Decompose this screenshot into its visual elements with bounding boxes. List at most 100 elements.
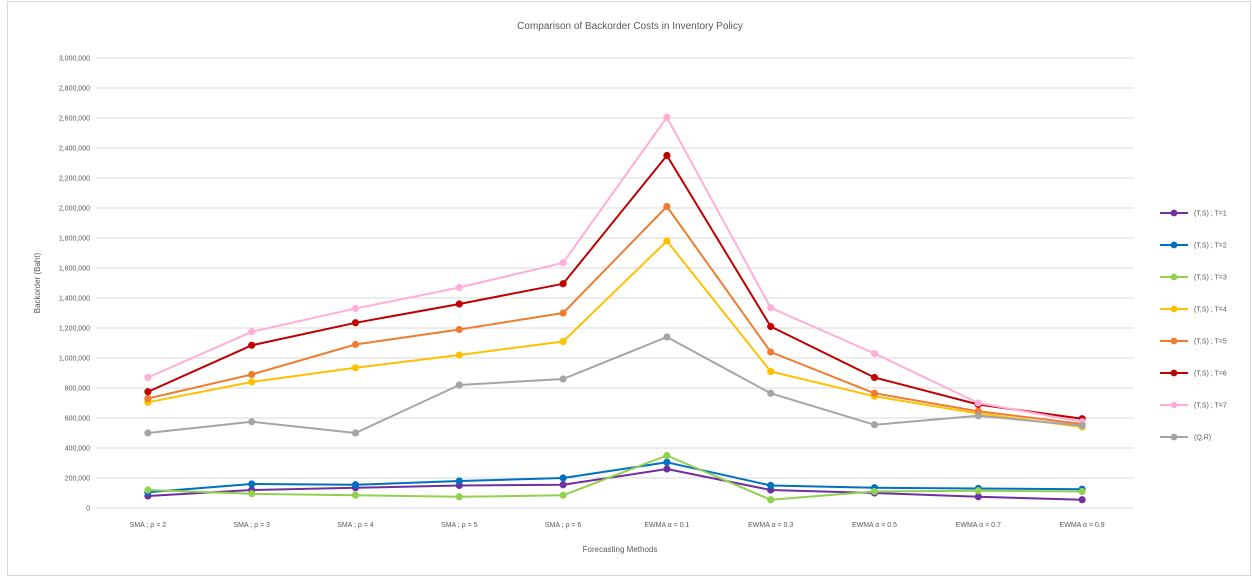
x-tick-label: EWMA α = 0.1 xyxy=(644,522,689,529)
data-point xyxy=(351,304,360,313)
data-point xyxy=(559,491,567,499)
series-path xyxy=(147,116,1083,423)
x-tick-label: EWMA α = 0.3 xyxy=(748,522,793,529)
legend-marker xyxy=(1170,241,1178,249)
legend-entry: (T,S) ; T=6 xyxy=(1160,369,1227,378)
data-point xyxy=(1078,496,1086,504)
series-path xyxy=(147,336,1083,434)
data-point xyxy=(767,481,775,490)
data-point xyxy=(455,325,463,334)
data-point xyxy=(870,349,879,358)
legend-entry: (T,S) ; T=7 xyxy=(1160,401,1227,410)
data-point xyxy=(559,481,567,489)
y-tick-label: 0 xyxy=(86,506,90,513)
series-path xyxy=(147,240,1083,428)
data-point xyxy=(559,375,567,383)
data-point xyxy=(248,418,256,426)
y-tick-label: 2,400,000 xyxy=(59,146,90,153)
data-point xyxy=(663,465,671,473)
data-point xyxy=(974,412,982,420)
legend-marker xyxy=(1170,337,1178,345)
data-point xyxy=(351,340,360,349)
data-point xyxy=(767,348,775,356)
legend-marker xyxy=(1170,401,1178,409)
data-point xyxy=(559,337,567,346)
data-point xyxy=(663,202,671,211)
data-point xyxy=(663,458,671,466)
data-point xyxy=(870,373,879,382)
data-point xyxy=(974,487,982,495)
data-point xyxy=(455,300,463,308)
gridlines xyxy=(96,57,1134,509)
data-point xyxy=(455,381,463,389)
data-point xyxy=(351,429,360,437)
series-line xyxy=(144,151,1086,423)
data-point xyxy=(870,389,879,397)
legend-entry: (T,S) ; T=3 xyxy=(1160,273,1227,282)
series-line xyxy=(144,451,1086,504)
y-tick-label: 1,200,000 xyxy=(59,326,90,333)
y-tick-label: 3,000,000 xyxy=(59,56,90,63)
series-line xyxy=(144,202,1086,428)
y-tick-label: 2,000,000 xyxy=(59,206,90,213)
legend-marker xyxy=(1170,209,1178,217)
series-line xyxy=(144,458,1086,496)
data-point xyxy=(144,486,152,494)
series-path xyxy=(147,454,1083,501)
data-point xyxy=(974,399,982,407)
data-point xyxy=(767,389,775,397)
y-tick-label: 2,800,000 xyxy=(59,86,90,93)
legend-entry: (Q,R) xyxy=(1160,433,1211,442)
data-point xyxy=(248,370,256,379)
y-axis-label: Backorder (Baht) xyxy=(33,252,42,313)
data-point xyxy=(351,491,360,499)
data-point xyxy=(248,341,256,349)
data-point xyxy=(767,496,775,504)
data-point xyxy=(870,487,879,496)
y-tick-label: 1,600,000 xyxy=(59,266,90,273)
series-path xyxy=(147,154,1083,420)
legend-label: (T,S) ; T=4 xyxy=(1194,307,1227,314)
x-tick-label: EWMA α = 0.9 xyxy=(1060,522,1105,529)
data-point xyxy=(455,493,463,501)
legend-entry: (T,S) ; T=2 xyxy=(1160,241,1227,250)
legend-marker xyxy=(1170,305,1178,313)
data-point xyxy=(663,237,671,245)
legend-label: (T,S) ; T=1 xyxy=(1194,211,1227,218)
series-path xyxy=(147,205,1083,425)
series-path xyxy=(147,461,1083,494)
chart-frame xyxy=(7,1,1251,576)
data-point xyxy=(351,364,360,372)
legend-label: (Q,R) xyxy=(1194,435,1211,442)
legend: (T,S) ; T=1 (T,S) ; T=2 (T,S) ; T=3 (T,S) ;… xyxy=(1160,209,1227,442)
y-tick-label: 1,000,000 xyxy=(59,356,90,363)
data-point xyxy=(559,474,567,482)
x-axis-label: Forecasting Methods xyxy=(583,545,658,554)
legend-entry: (T,S) ; T=4 xyxy=(1160,305,1227,314)
x-tick-label: SMA ; ρ = 3 xyxy=(233,522,270,529)
data-point xyxy=(351,481,360,489)
data-point xyxy=(559,259,567,267)
y-tick-label: 200,000 xyxy=(65,476,90,483)
chart-title: Comparison of Backorder Costs in Invento… xyxy=(517,21,743,32)
data-point xyxy=(248,480,256,488)
series-line xyxy=(144,113,1086,426)
data-point xyxy=(1078,487,1086,496)
data-point xyxy=(248,378,256,386)
legend-label: (T,S) ; T=2 xyxy=(1194,243,1227,250)
series-group xyxy=(144,113,1086,504)
data-point xyxy=(559,280,567,288)
data-point xyxy=(663,333,671,341)
y-tick-label: 2,200,000 xyxy=(59,176,90,183)
series-path xyxy=(147,468,1083,501)
legend-label: (T,S) ; T=7 xyxy=(1194,403,1227,410)
y-tick-label: 800,000 xyxy=(65,386,90,393)
legend-marker xyxy=(1170,433,1178,441)
legend-label: (T,S) ; T=5 xyxy=(1194,339,1227,346)
legend-marker xyxy=(1170,273,1178,281)
data-point xyxy=(767,322,775,331)
data-point xyxy=(870,421,879,429)
x-tick-label: EWMA α = 0.7 xyxy=(956,522,1001,529)
y-axis-ticks: 0 200,000 400,000 600,000 800,000 1,000,000 1,… xyxy=(59,56,90,513)
data-point xyxy=(663,451,671,460)
